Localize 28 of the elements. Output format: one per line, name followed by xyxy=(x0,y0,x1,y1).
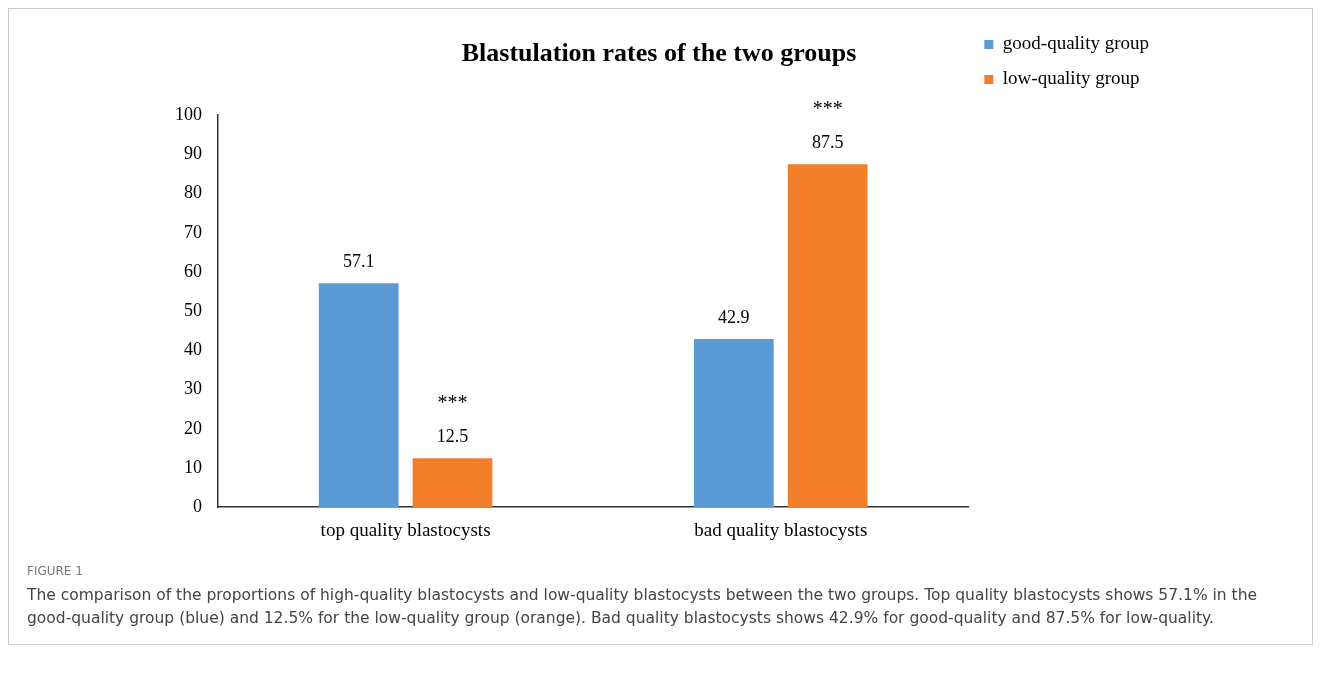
legend-label: good-quality group xyxy=(1002,32,1150,54)
data-label: 42.9 xyxy=(718,306,750,327)
y-tick-label: 30 xyxy=(184,378,202,399)
y-tick-label: 40 xyxy=(184,339,202,360)
y-tick-label: 80 xyxy=(184,182,202,203)
y-tick-label: 70 xyxy=(184,221,202,242)
annotation: *** xyxy=(437,391,468,414)
y-tick-label: 10 xyxy=(184,456,202,477)
x-tick-label: top quality blastocysts xyxy=(320,518,491,540)
text: The comparison of the proportions of high-quality blastocysts and low-quality blastocysts between the two groups. Top quality blastocysts shows 57.1% in the good-quality group (blue) and 12.5% for the low-quality group (orange). Bad quality blastocysts shows 42.9% for good-quality and 87.5% for low-quality. xyxy=(27,585,1259,629)
y-tick-label: 0 xyxy=(193,495,202,516)
bar xyxy=(318,283,399,508)
data-label: 12.5 xyxy=(436,425,469,446)
y-tick-label: 100 xyxy=(175,103,202,124)
bar xyxy=(412,458,493,508)
chart-title: Blastulation rates of the two groups xyxy=(461,38,857,68)
x-tick-label: bad quality blastocysts xyxy=(694,518,868,540)
caption: FIGURE 1 xyxy=(27,564,84,578)
data-label: 87.5 xyxy=(811,131,844,152)
y-tick-label: 20 xyxy=(184,417,202,438)
y-tick-label: 90 xyxy=(184,143,202,164)
bar xyxy=(693,339,774,508)
annotation: *** xyxy=(812,97,843,120)
data-label: 57.1 xyxy=(342,251,375,272)
bar xyxy=(787,164,868,508)
y-tick-label: 60 xyxy=(184,260,202,281)
legend-label: low-quality group xyxy=(1002,67,1140,89)
y-tick-label: 50 xyxy=(184,299,202,320)
